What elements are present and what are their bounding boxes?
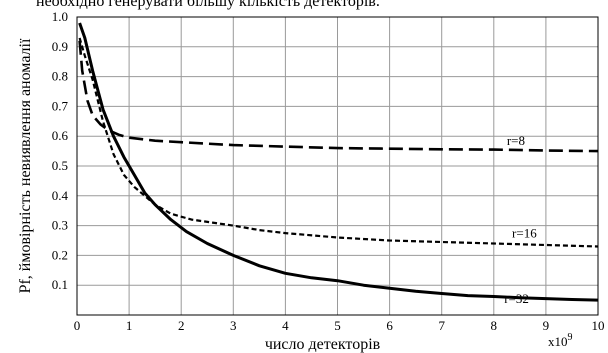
x-tick-label: 0: [74, 318, 81, 333]
x-axis-title: число детекторів: [265, 336, 381, 353]
series-label: r=16: [512, 226, 537, 241]
x-tick-label: 1: [126, 318, 133, 333]
x-tick-label: 4: [282, 318, 289, 333]
x-tick-label: 8: [491, 318, 498, 333]
y-tick-label: 0.3: [52, 218, 68, 233]
x-multiplier-exponent: 9: [568, 332, 573, 343]
y-tick-label: 0.7: [52, 98, 69, 113]
series-line-r-8: [78, 40, 599, 153]
x-tick-label: 6: [386, 318, 393, 333]
plot-frame: [76, 16, 599, 316]
y-tick-label: 0.1: [52, 277, 68, 292]
series-line-r-32: [78, 22, 599, 302]
y-tick-label: 0.6: [52, 128, 69, 143]
x-multiplier-label: x109: [548, 332, 573, 349]
top-caption: необхідно генерувати більшу кількість де…: [36, 0, 380, 10]
y-tick-label: 0.9: [52, 39, 68, 54]
x-tick-label: 2: [178, 318, 185, 333]
x-tick-label: 9: [543, 318, 550, 333]
y-tick-label: 0.2: [52, 247, 68, 262]
x-tick-label: 5: [334, 318, 341, 333]
series-labels: r=8 r=16 r=32: [504, 133, 537, 306]
tick-labels: 0 1 2 3 4 5 6 7 8 9 10 0.1 0.2 0.3 0.4 0.5 0.6 0.7 0.8 0.9 1…: [52, 9, 605, 333]
x-tick-label: 7: [438, 318, 445, 333]
y-tick-label: 1.0: [52, 9, 68, 24]
y-axis-title: Pf, ймовірність невиявлення аномалії: [17, 38, 34, 293]
x-tick-label: 3: [230, 318, 237, 333]
series-line-r-16: [78, 37, 599, 248]
y-tick-label: 0.5: [52, 158, 68, 173]
x-multiplier-base: x10: [548, 334, 568, 349]
series-lines: [78, 22, 599, 302]
y-tick-label: 0.4: [52, 188, 69, 203]
y-tick-label: 0.8: [52, 69, 68, 84]
grid: [77, 17, 598, 315]
x-tick-label: 10: [592, 318, 605, 333]
series-label: r=8: [507, 133, 525, 148]
series-label: r=32: [504, 291, 529, 306]
